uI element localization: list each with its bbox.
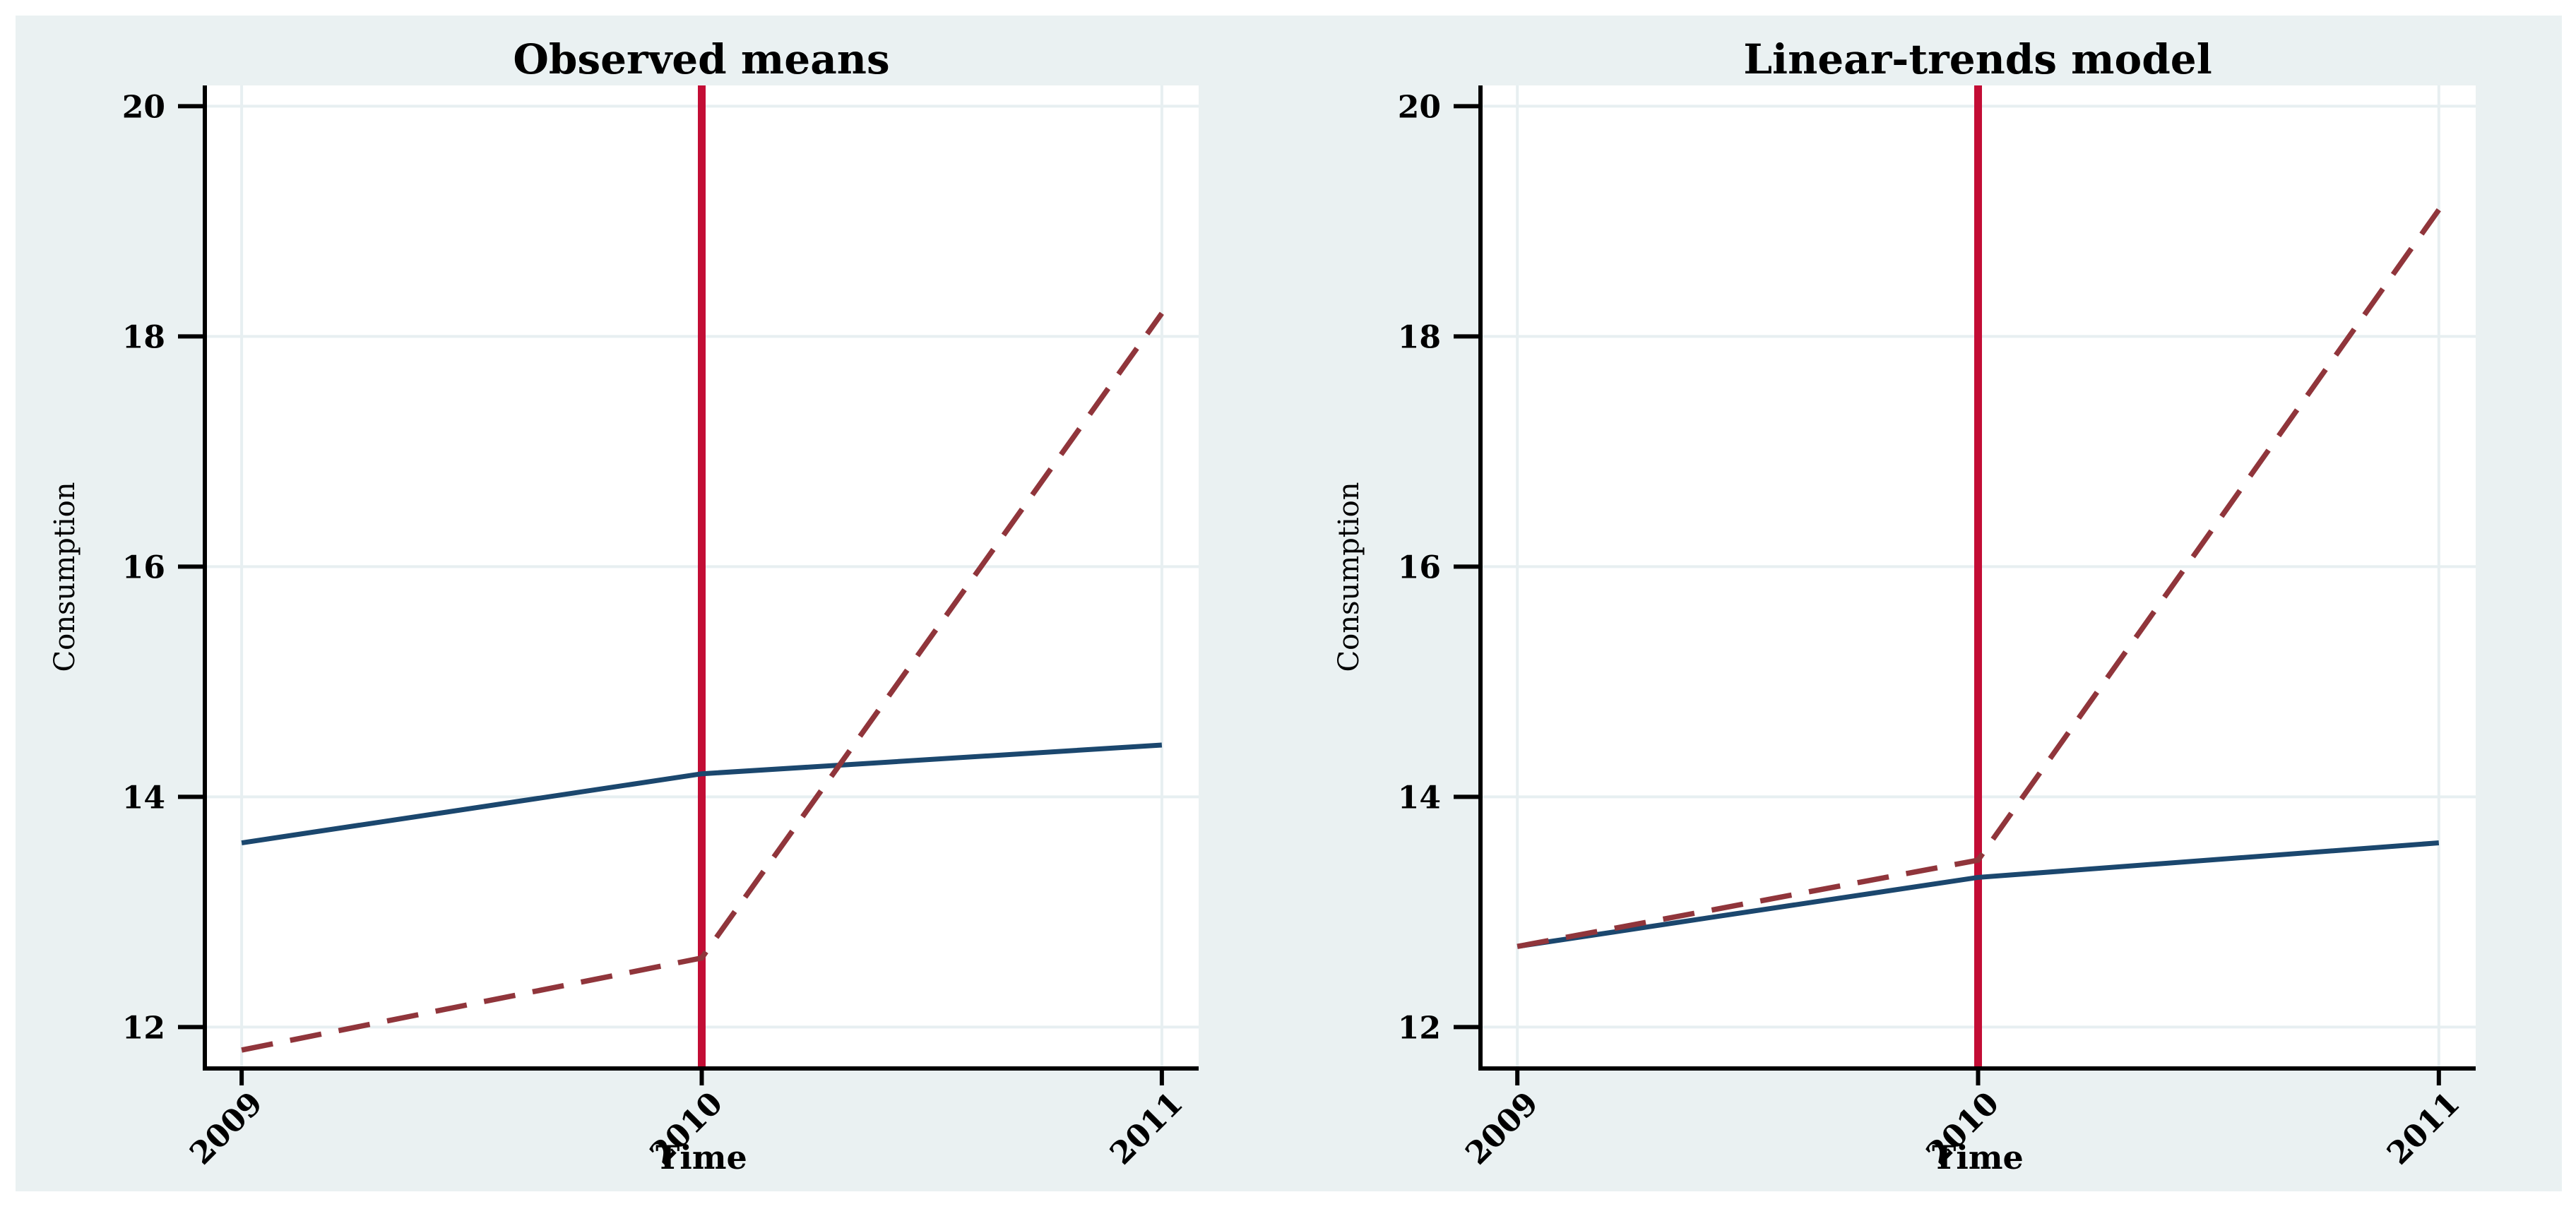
y-tick-label: 20 (1398, 89, 1441, 125)
y-tick-label: 16 (122, 549, 165, 585)
y-tick-label: 18 (122, 319, 165, 355)
x-axis-label: Time (1932, 1138, 2024, 1177)
y-tick-label: 14 (122, 780, 165, 816)
series-solid-line (1516, 840, 2440, 949)
panel-title: Linear-trends model (1743, 35, 2212, 83)
y-axis-label: Consumption (49, 482, 81, 672)
y-tick-label: 18 (1398, 319, 1441, 355)
x-axis-label: Time (655, 1138, 747, 1177)
series-dashed-line (241, 311, 1164, 1053)
series-dashed-line (1516, 208, 2441, 949)
y-tick-label: 12 (1398, 1010, 1441, 1046)
y-tick-label: 20 (122, 89, 165, 125)
y-tick-label: 12 (122, 1010, 165, 1046)
panel-title: Observed means (513, 35, 889, 83)
series-solid-line (241, 742, 1163, 845)
y-tick-label: 14 (1398, 780, 1441, 816)
y-tick-label: 16 (1398, 549, 1441, 585)
y-axis-label: Consumption (1333, 482, 1365, 672)
